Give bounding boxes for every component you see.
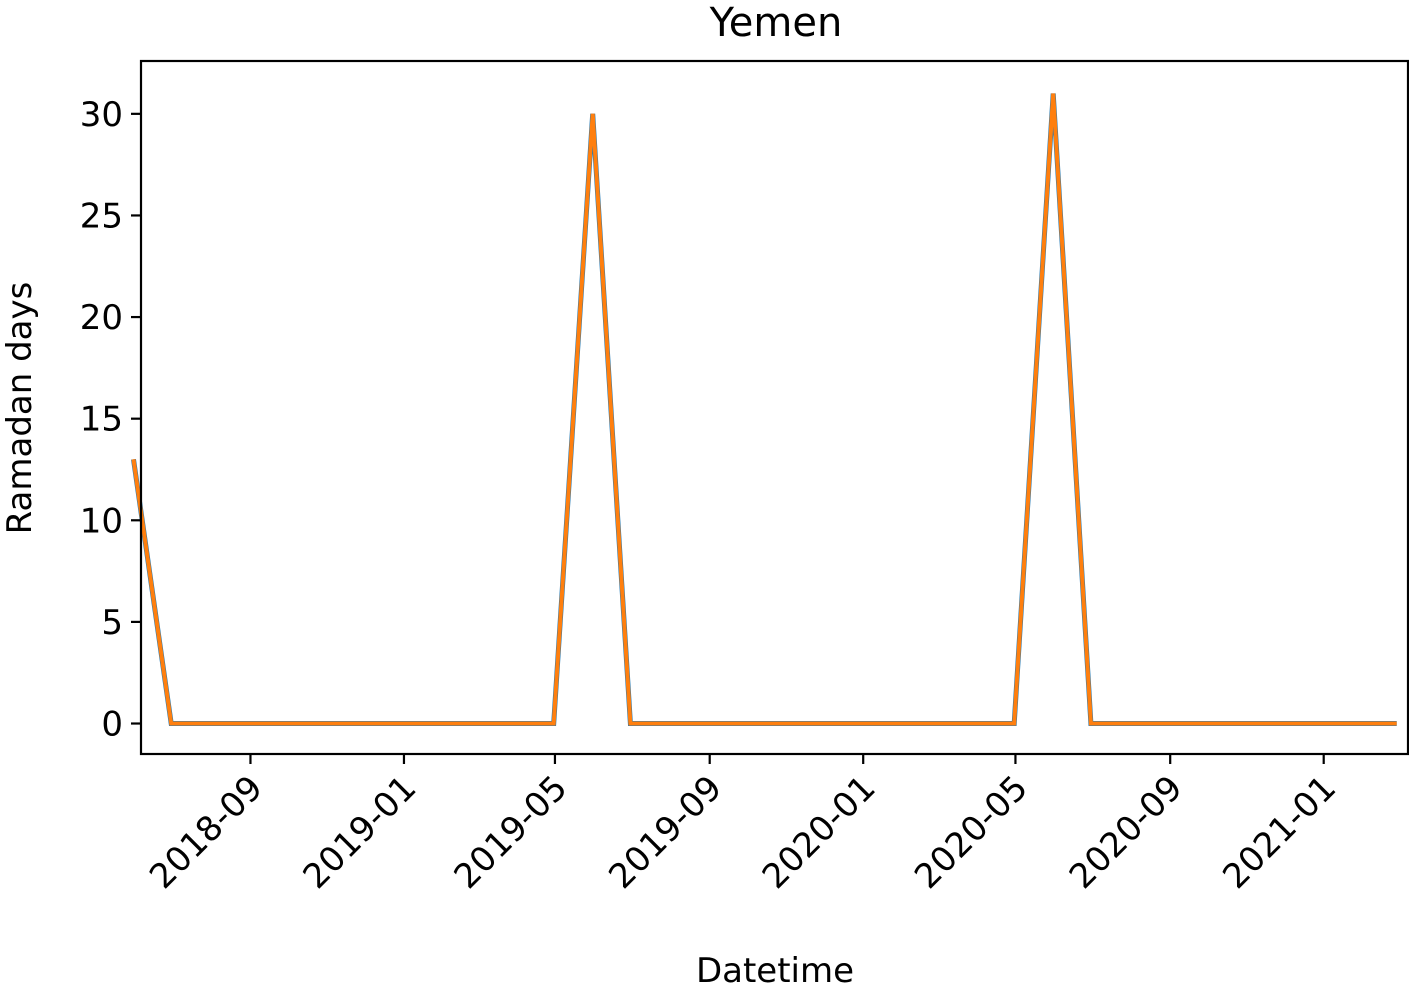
x-tick-label: 2020-05	[907, 768, 1036, 897]
x-tick-label: 2018-09	[142, 768, 271, 897]
x-tick-label: 2020-09	[1062, 768, 1191, 897]
y-tick-label: 5	[101, 603, 123, 643]
x-tick-label: 2019-05	[447, 768, 576, 897]
y-tick-label: 20	[80, 298, 123, 338]
y-tick-label: 0	[101, 705, 123, 745]
axes-frame	[139, 59, 1409, 756]
x-tick-label: 2020-01	[755, 768, 884, 897]
plot-area	[131, 93, 1397, 726]
x-tick-label: 2019-09	[601, 768, 730, 897]
y-tick-label: 25	[80, 196, 123, 236]
x-tick-label: 2021-01	[1215, 768, 1344, 897]
y-tick-label: 10	[80, 501, 123, 541]
series-line	[131, 93, 1397, 726]
y-tick-label: 30	[80, 95, 123, 135]
y-axis-label: Ramadan days	[0, 282, 40, 535]
chart-title: Yemen	[709, 0, 843, 46]
series-line-under	[131, 93, 1397, 726]
x-tick-label: 2019-01	[296, 768, 425, 897]
x-axis-label: Datetime	[696, 951, 854, 991]
y-tick-label: 15	[80, 400, 123, 440]
